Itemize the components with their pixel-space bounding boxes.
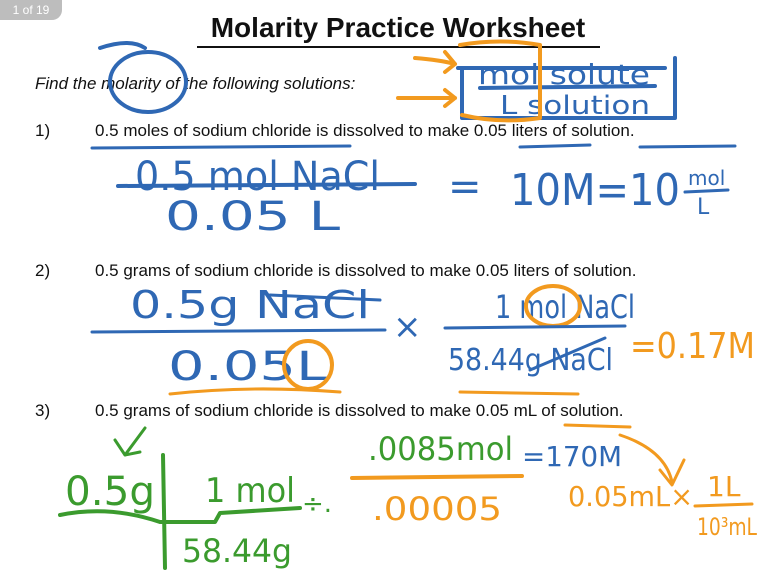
- p3-conv-frac-den: 10³mL: [697, 513, 757, 541]
- p1-unit-den: L: [697, 195, 710, 220]
- page-indicator: 1 of 19: [0, 0, 62, 20]
- p3-conv-den: 58.44g: [182, 532, 292, 570]
- p2-times: ×: [393, 307, 422, 347]
- problem-number: 3): [35, 401, 51, 420]
- highlight-box: [458, 39, 542, 123]
- title-underline: [197, 46, 600, 48]
- p2-result: =0.17M: [630, 326, 755, 367]
- formula-denominator: L solution: [500, 91, 650, 121]
- p2-conv-num: 1 mol NaCl: [495, 288, 635, 326]
- circle-molarity: [108, 50, 188, 114]
- arrow-icon: [396, 50, 457, 108]
- formula-numerator: mol solute: [478, 58, 650, 91]
- instructions: Find the molarity of the following solut…: [35, 74, 356, 93]
- problem-text: 0.5 grams of sodium chloride is dissolve…: [95, 401, 624, 420]
- p3-divide: ÷.: [302, 489, 332, 519]
- p1-equals: =: [448, 164, 482, 210]
- page-title: Molarity Practice Worksheet: [210, 12, 586, 43]
- p3-volume: .00005: [372, 490, 502, 528]
- check-arrow-icon: [113, 426, 147, 457]
- p3-moles: .0085mol: [368, 430, 513, 468]
- p1-denominator: 0.05 L: [165, 194, 341, 240]
- problem-2-work: 0.5g NaCl 0.05L × 1 mol NaCl 58.44g NaCl…: [90, 283, 755, 396]
- problem-text: 0.5 moles of sodium chloride is dissolve…: [95, 121, 635, 140]
- p1-result: 10M=10: [510, 165, 680, 216]
- problem-2: 2) 0.5 grams of sodium chloride is dissol…: [35, 261, 636, 281]
- arrow-icon: [618, 433, 686, 487]
- p1-numerator: 0.5 mol NaCl: [135, 154, 380, 200]
- problem-number: 2): [35, 261, 51, 280]
- p2-numerator: 0.5g NaCl: [130, 283, 370, 327]
- p3-conv-num: 1 mol: [205, 471, 295, 511]
- p3-conversion: 0.05mL×: [568, 480, 693, 513]
- problem-number: 1): [35, 121, 51, 140]
- problem-1-work: 0.5 mol NaCl 0.05 L = 10M=10 mol L: [90, 143, 737, 240]
- problem-3: 3) 0.5 grams of sodium chloride is dissol…: [35, 401, 624, 421]
- problem-text: 0.5 grams of sodium chloride is dissolve…: [95, 261, 637, 280]
- formula-box: [456, 56, 677, 120]
- p2-conv-den: 58.44g NaCl: [448, 343, 613, 378]
- p3-result: =170M: [522, 440, 622, 473]
- problem-1: 1) 0.5 moles of sodium chloride is dissol…: [35, 121, 635, 141]
- p3-conv-frac-num: 1L: [707, 470, 741, 503]
- p2-denominator: 0.05L: [168, 344, 329, 390]
- p1-unit-num: mol: [688, 166, 725, 190]
- formula-annotation: mol solute L solution: [98, 39, 677, 123]
- p3-mass: 0.5g: [65, 469, 155, 515]
- problem-3-work: 0.5g 1 mol 58.44g ÷. .0085mol .00005 =17…: [58, 423, 757, 570]
